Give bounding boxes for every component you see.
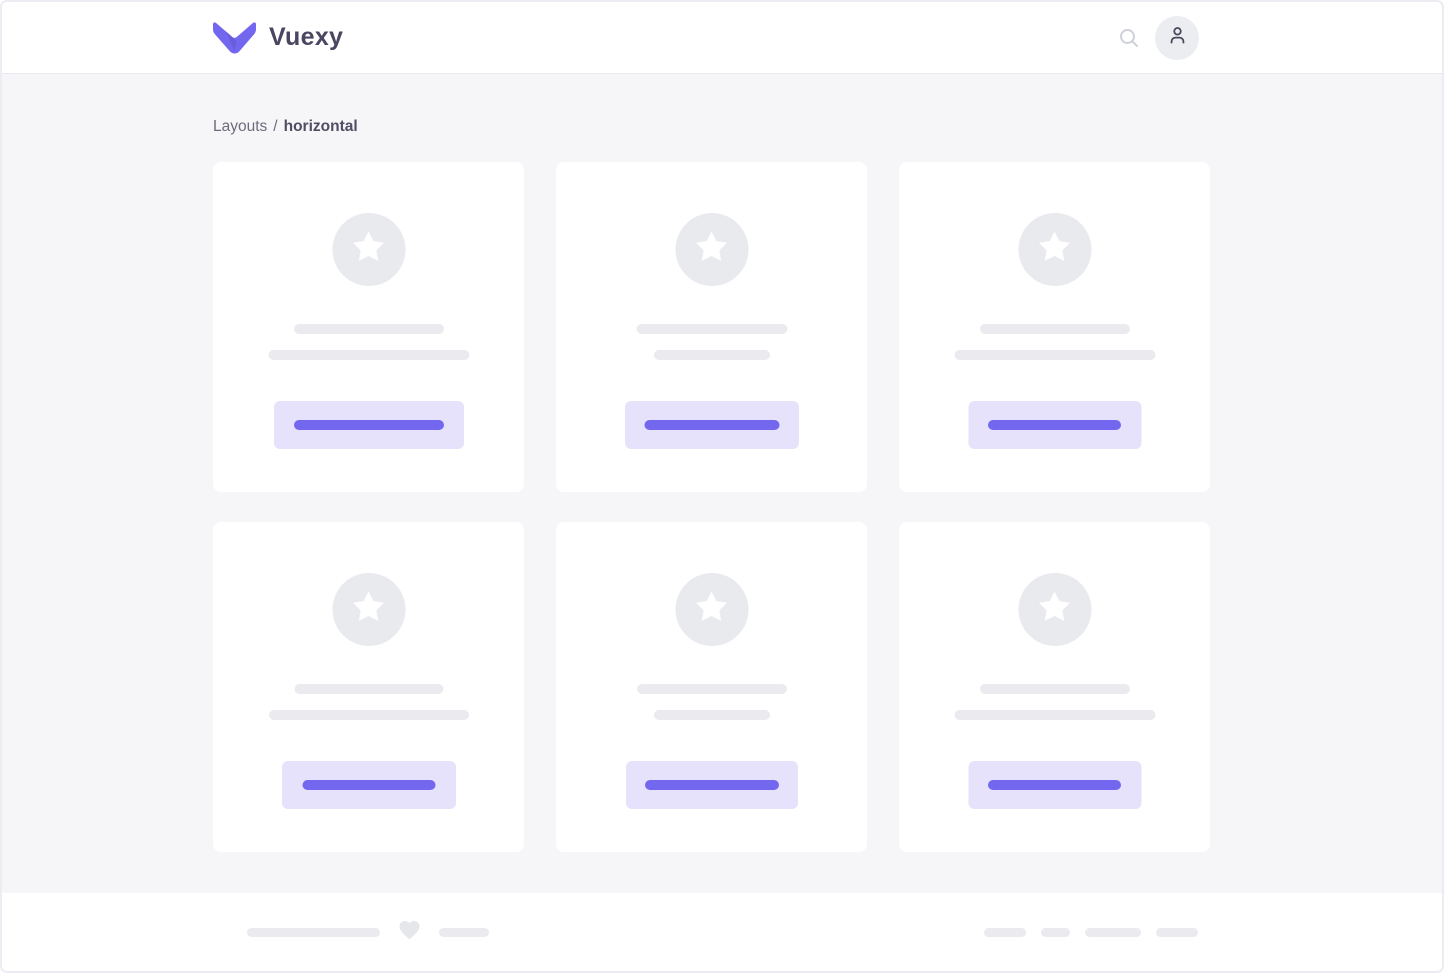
button-label-placeholder	[644, 420, 779, 430]
star-icon	[692, 228, 732, 271]
title-placeholder-line	[294, 684, 443, 694]
button-placeholder[interactable]	[968, 401, 1141, 449]
footer-link-placeholder	[1041, 927, 1070, 937]
button-placeholder[interactable]	[624, 401, 799, 449]
button-label-placeholder	[293, 420, 444, 430]
footer-link-placeholder	[1156, 927, 1198, 937]
star-circle	[675, 213, 748, 286]
subtitle-placeholder-line	[653, 710, 770, 720]
app-header: Vuexy	[2, 2, 1442, 74]
placeholder-card	[556, 522, 867, 852]
star-icon	[349, 228, 389, 271]
button-label-placeholder	[302, 780, 435, 790]
user-avatar[interactable]	[1155, 15, 1199, 60]
placeholder-card	[556, 162, 867, 492]
card-grid	[213, 162, 1211, 852]
vuexy-logo-icon	[213, 21, 256, 54]
breadcrumb-separator: /	[273, 118, 278, 135]
footer-copyright-placeholder	[247, 918, 489, 947]
footer-links-placeholder	[984, 927, 1198, 937]
star-circle	[332, 213, 405, 286]
breadcrumb: Layouts / horizontal	[213, 74, 1442, 136]
subtitle-placeholder-line	[653, 350, 770, 360]
app-footer	[2, 893, 1442, 971]
placeholder-card	[899, 162, 1210, 492]
star-icon	[1035, 228, 1075, 271]
title-placeholder-line	[979, 684, 1130, 694]
header-inner: Vuexy	[213, 2, 1199, 73]
title-placeholder-line	[293, 324, 444, 334]
button-label-placeholder	[988, 780, 1121, 790]
footer-link-placeholder	[984, 927, 1026, 937]
content-area: Layouts / horizontal	[2, 74, 1442, 893]
button-placeholder[interactable]	[968, 761, 1141, 809]
search-icon[interactable]	[1117, 26, 1141, 50]
brand[interactable]: Vuexy	[213, 21, 344, 54]
star-icon	[692, 588, 732, 631]
breadcrumb-link-layouts[interactable]: Layouts	[213, 118, 268, 135]
footer-text-placeholder	[247, 927, 380, 937]
user-icon	[1166, 24, 1189, 52]
button-placeholder[interactable]	[625, 761, 798, 809]
title-placeholder-line	[636, 324, 787, 334]
heart-icon	[396, 918, 423, 947]
subtitle-placeholder-line	[268, 710, 469, 720]
brand-title: Vuexy	[269, 23, 344, 51]
placeholder-card	[899, 522, 1210, 852]
subtitle-placeholder-line	[954, 710, 1155, 720]
header-actions	[1117, 15, 1199, 60]
star-icon	[1035, 588, 1075, 631]
button-label-placeholder	[988, 420, 1121, 430]
button-label-placeholder	[644, 780, 779, 790]
title-placeholder-line	[636, 684, 787, 694]
star-circle	[1018, 213, 1091, 286]
subtitle-placeholder-line	[268, 350, 469, 360]
placeholder-card	[213, 162, 524, 492]
button-placeholder[interactable]	[281, 761, 456, 809]
footer-inner	[213, 893, 1211, 971]
footer-link-placeholder	[1085, 927, 1141, 937]
placeholder-card	[213, 522, 524, 852]
breadcrumb-current: horizontal	[283, 118, 358, 135]
star-icon	[349, 588, 389, 631]
button-placeholder[interactable]	[273, 401, 464, 449]
star-circle	[1018, 573, 1091, 646]
star-circle	[332, 573, 405, 646]
star-circle	[675, 573, 748, 646]
title-placeholder-line	[979, 324, 1130, 334]
subtitle-placeholder-line	[954, 350, 1155, 360]
footer-text-placeholder	[439, 927, 489, 937]
